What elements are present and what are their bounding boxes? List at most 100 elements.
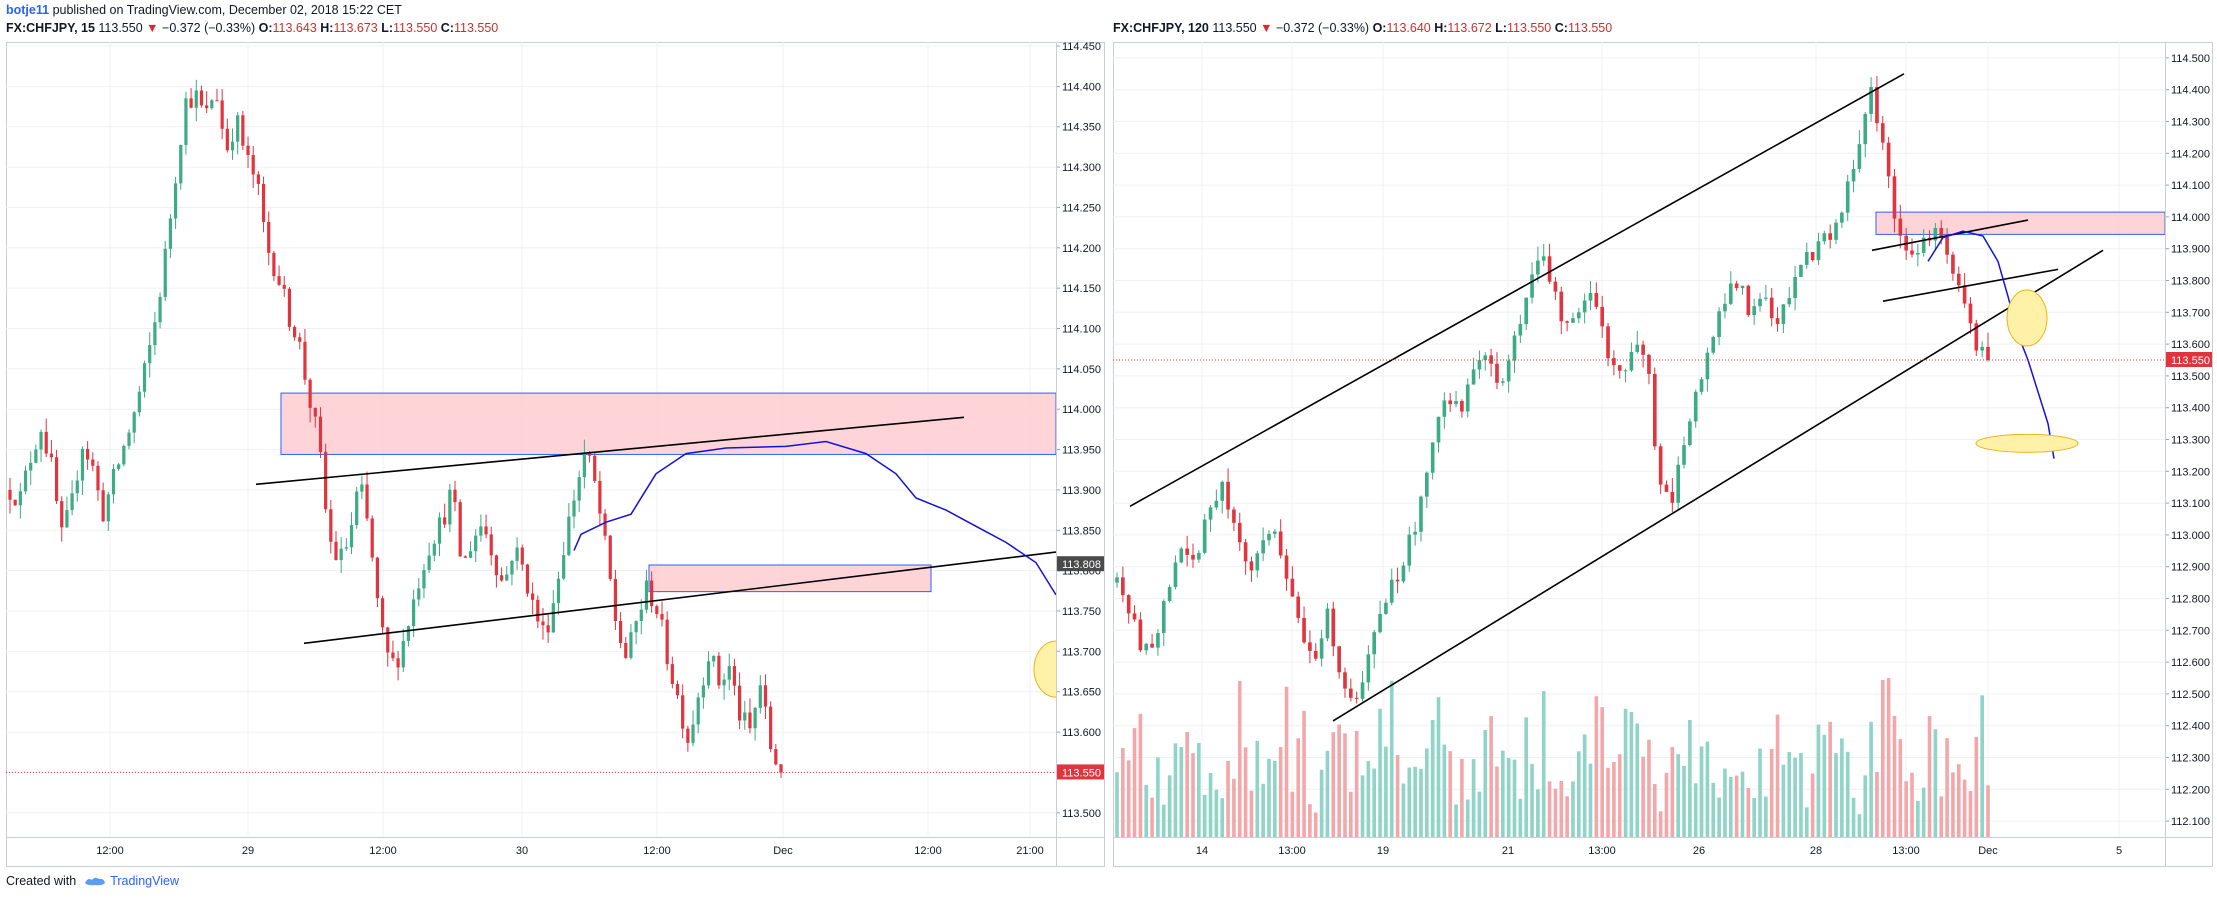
volume-bar bbox=[1635, 723, 1640, 837]
candle-body bbox=[360, 484, 364, 492]
volume-bar bbox=[1541, 691, 1546, 837]
forecast-path bbox=[1927, 230, 2055, 459]
candle-body bbox=[1501, 381, 1505, 383]
volume-bar bbox=[1916, 800, 1920, 837]
candle-body bbox=[732, 666, 737, 686]
y-tick-label: 112.200 bbox=[2171, 784, 2210, 796]
volume-bar bbox=[1150, 797, 1154, 837]
volume-bar bbox=[1764, 796, 1768, 837]
candle-body bbox=[468, 551, 473, 558]
y-tick-label: 112.700 bbox=[2171, 625, 2210, 637]
candle-body bbox=[261, 183, 266, 222]
candle-body bbox=[587, 453, 592, 456]
left-high-value: 113.673 bbox=[333, 21, 378, 35]
candle-body bbox=[1337, 646, 1341, 673]
candle-body bbox=[624, 642, 628, 658]
y-tick-label: 113.700 bbox=[1062, 646, 1101, 658]
candle-body bbox=[1606, 326, 1610, 359]
candle-body bbox=[681, 695, 685, 729]
candle-body bbox=[34, 449, 38, 463]
volume-bar bbox=[1793, 757, 1797, 837]
candle-body bbox=[1775, 318, 1780, 324]
tradingview-link[interactable]: TradingView bbox=[84, 874, 179, 888]
candle-body bbox=[386, 627, 390, 653]
candle-body bbox=[23, 470, 28, 492]
candle-body bbox=[1302, 617, 1306, 643]
volume-bar bbox=[1430, 720, 1435, 837]
y-tick-label: 113.650 bbox=[1062, 687, 1101, 699]
candle-body bbox=[1670, 491, 1675, 503]
volume-bar bbox=[1132, 728, 1137, 837]
candle-body bbox=[675, 683, 680, 696]
volume-bar bbox=[1781, 764, 1786, 837]
candle-body bbox=[1764, 297, 1768, 299]
candle-body bbox=[70, 493, 74, 511]
publisher-username[interactable]: botje11 bbox=[6, 3, 50, 17]
y-tick-label: 114.150 bbox=[1062, 283, 1101, 295]
candle-body bbox=[1506, 360, 1511, 382]
volume-bar bbox=[1822, 734, 1827, 837]
x-tick-label: 29 bbox=[242, 845, 254, 857]
volume-bar bbox=[1588, 763, 1593, 837]
candle-body bbox=[272, 252, 276, 277]
right-candlestick-chart[interactable]: 114.500 114.400 114.300 114.200 114.100 114.0… bbox=[1113, 42, 2213, 867]
candle-body bbox=[546, 625, 550, 633]
volume-bar bbox=[1302, 710, 1306, 837]
candle-body bbox=[1781, 304, 1786, 324]
volume-bar bbox=[1980, 695, 1984, 837]
trend-line bbox=[1129, 73, 1905, 507]
tradingview-brand-label: TradingView bbox=[110, 874, 179, 888]
right-symbol[interactable]: FX:CHFJPY, 120 bbox=[1113, 21, 1209, 35]
y-tick-label: 113.300 bbox=[2171, 435, 2210, 447]
volume-bar bbox=[1524, 717, 1529, 837]
y-tick-label: 114.000 bbox=[2171, 212, 2210, 224]
volume-bar bbox=[1951, 772, 1955, 837]
candle-body bbox=[1325, 608, 1330, 639]
volume-bar bbox=[1676, 754, 1680, 837]
volume-bar bbox=[1243, 747, 1248, 837]
candle-body bbox=[665, 619, 669, 665]
candle-body bbox=[86, 448, 90, 460]
volume-bar bbox=[1910, 772, 1914, 837]
volume-bar bbox=[1378, 708, 1382, 837]
candle-body bbox=[111, 468, 116, 495]
volume-bar bbox=[1501, 750, 1505, 837]
x-tick-label: 30 bbox=[516, 845, 528, 857]
candle-body bbox=[1962, 285, 1967, 304]
publish-header: botje11 published on TradingView.com, De… bbox=[6, 3, 402, 21]
candle-body bbox=[577, 477, 581, 501]
volume-bar bbox=[1939, 796, 1944, 837]
candle-body bbox=[608, 535, 612, 579]
candle-body bbox=[763, 685, 768, 707]
volume-bar bbox=[1845, 751, 1850, 837]
volume-bar bbox=[1834, 753, 1838, 837]
candle-body bbox=[1658, 446, 1663, 485]
volume-bar bbox=[1460, 758, 1464, 837]
candle-body bbox=[437, 517, 442, 544]
candle-body bbox=[292, 326, 297, 338]
candle-body bbox=[1547, 256, 1552, 282]
candle-body bbox=[308, 379, 312, 408]
candle-body bbox=[365, 484, 369, 519]
volume-bar bbox=[1688, 719, 1692, 837]
volume-bar bbox=[1261, 783, 1265, 837]
candle-body bbox=[60, 501, 64, 528]
candle-body bbox=[1407, 534, 1412, 566]
left-candlestick-chart[interactable]: 114.450 114.400 114.350 114.300 114.250 114.2… bbox=[6, 42, 1105, 867]
candle-body bbox=[303, 341, 307, 380]
candle-body bbox=[458, 502, 462, 557]
candle-body bbox=[1693, 391, 1698, 422]
y-tick-label: 113.850 bbox=[1062, 525, 1101, 537]
candle-body bbox=[210, 100, 214, 109]
left-symbol[interactable]: FX:CHFJPY, 15 bbox=[6, 21, 95, 35]
y-tick-label: 113.750 bbox=[1062, 606, 1101, 618]
volume-bar bbox=[1237, 680, 1242, 837]
candle-body bbox=[122, 445, 126, 465]
candle-body bbox=[1787, 298, 1792, 305]
candle-body bbox=[1173, 562, 1178, 587]
candle-body bbox=[448, 489, 452, 525]
candle-body bbox=[499, 575, 504, 581]
candle-body bbox=[1536, 260, 1540, 275]
candle-body bbox=[1460, 401, 1464, 412]
candle-body bbox=[1150, 643, 1154, 648]
